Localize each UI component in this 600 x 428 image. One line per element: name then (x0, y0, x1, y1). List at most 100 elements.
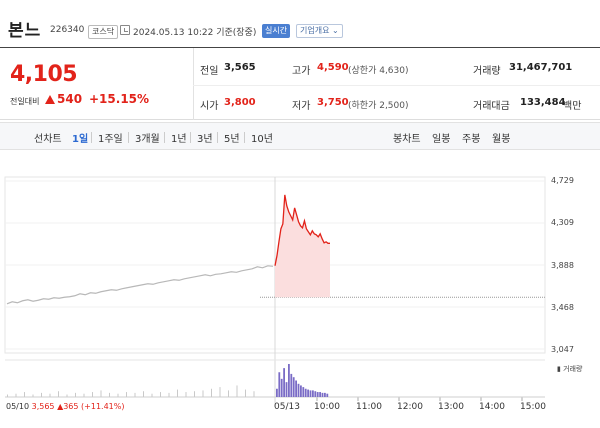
volume-bar (151, 393, 153, 397)
volume-bar (236, 385, 238, 397)
prev-day-info: 05/10 3,565 ▲365 (+11.41%) (6, 402, 124, 411)
volume-bar (307, 389, 309, 397)
volume-bar (58, 391, 59, 397)
tab-divider (164, 132, 165, 143)
volume-bar (160, 392, 161, 397)
high-label: 고가 (292, 66, 311, 77)
volume-bar (32, 394, 34, 397)
change-rate: +15.15% (89, 92, 150, 106)
volume-bar (211, 388, 212, 397)
volume-bar (288, 364, 290, 397)
volume-label: 거래량 (473, 66, 501, 77)
low-label: 저가 (292, 101, 311, 112)
tab-monthly-candle[interactable]: 월봉 (492, 134, 511, 145)
tab-daily-candle[interactable]: 일봉 (432, 134, 451, 145)
volume-bar (319, 392, 321, 397)
volume-bar (297, 383, 300, 397)
x-tick-label: 05/13 (274, 402, 300, 412)
volume-bar (312, 390, 314, 397)
realtime-button[interactable]: 실시간 (262, 24, 291, 38)
prev-label: 전일 (200, 66, 219, 77)
prev-day-change: ▲365 (57, 402, 79, 411)
tab-weekly-candle[interactable]: 주봉 (462, 134, 481, 145)
current-price: 4,105 (10, 62, 78, 87)
line-chart-label: 선차트 (34, 134, 62, 145)
volume-value: 31,467,701 (509, 62, 573, 73)
header-divider (0, 47, 600, 48)
x-tick-label: 12:00 (397, 402, 423, 412)
prev-day-date: 05/10 (6, 402, 30, 411)
volume-bar (278, 372, 281, 397)
prev-day-close: 3,565 (31, 402, 55, 411)
tab-divider (190, 132, 191, 143)
volume-bar (202, 390, 204, 397)
volume-legend-label: 거래량 (563, 365, 583, 373)
stock-name[interactable]: 본느 (8, 21, 42, 41)
volume-bar (168, 392, 170, 397)
volume-bar (276, 388, 278, 397)
amount-unit: 백만 (563, 101, 582, 112)
today-area-fill (275, 194, 330, 298)
volume-bar (326, 393, 329, 397)
volume-bar (117, 393, 119, 397)
tab-divider (244, 132, 245, 143)
volume-bar (219, 387, 221, 397)
volume-bar (302, 387, 305, 397)
price-chart[interactable]: 4,729 4,309 3,888 3,468 3,047 ▮ 거래량 05/1… (0, 172, 600, 428)
volume-legend: ▮ 거래량 (557, 365, 583, 373)
upper-limit: (상한가 4,630) (348, 66, 409, 76)
high-value: 4,590 (317, 62, 349, 73)
tab-10y[interactable]: 10년 (251, 134, 273, 145)
clock-icon (120, 25, 130, 35)
y-tick-label: 3,047 (551, 345, 574, 354)
volume-bar (290, 373, 293, 397)
volume-bar (185, 392, 187, 397)
low-value: 3,750 (317, 97, 349, 108)
tab-divider (128, 132, 129, 143)
change-label: 전일대비 (10, 97, 40, 106)
volume-bar (316, 392, 319, 397)
amount-value: 133,484 (520, 97, 566, 108)
tab-3m[interactable]: 3개월 (135, 134, 160, 145)
x-tick-label: 13:00 (438, 402, 464, 412)
volume-bar (177, 389, 178, 397)
x-tick-label: 15:00 (520, 402, 546, 412)
market-badge: 코스닥 (88, 25, 119, 39)
tab-1w[interactable]: 1주일 (98, 134, 123, 145)
volume-bar (245, 389, 246, 397)
up-triangle-icon (45, 95, 55, 104)
tab-1d[interactable]: 1일 (72, 134, 89, 145)
lower-limit: (하한가 2,500) (348, 101, 409, 111)
candle-chart-label: 봉차트 (393, 134, 421, 145)
tab-5y[interactable]: 5년 (224, 134, 240, 145)
y-tick-label: 3,888 (551, 261, 574, 270)
y-tick-label: 3,468 (551, 303, 574, 312)
volume-bar (280, 378, 283, 397)
volume-bar (321, 392, 324, 397)
open-value: 3,800 (224, 97, 256, 108)
volume-bar (24, 392, 25, 397)
company-overview-button[interactable]: 기업개요 ⌄ (296, 24, 343, 38)
prev-day-rate: (+11.41%) (81, 402, 125, 411)
datetime-text: 2024.05.13 10:22 기준(장중) (133, 28, 257, 38)
volume-bar (314, 391, 317, 397)
volume-bar (295, 380, 297, 397)
volume-bar (75, 392, 76, 397)
volume-bar (66, 394, 68, 397)
tab-divider (91, 132, 92, 143)
volume-bar (100, 390, 102, 397)
volume-bar (283, 368, 285, 397)
price-panel: 4,105 전일대비 540 +15.15% 전일 3,565 고가 4,590… (0, 48, 600, 120)
today-price-line (274, 194, 330, 266)
y-tick-label: 4,309 (551, 218, 574, 227)
tab-1y[interactable]: 1년 (171, 134, 187, 145)
volume-bar (292, 377, 295, 397)
volume-bar (300, 385, 302, 397)
volume-bar (83, 393, 85, 397)
prev-value: 3,565 (224, 62, 256, 73)
tab-3y[interactable]: 3년 (197, 134, 213, 145)
volume-bar (309, 390, 312, 397)
header: 본느 226340 코스닥 2024.05.13 10:22 기준(장중) 실시… (0, 0, 600, 48)
y-tick-label: 4,729 (551, 176, 574, 185)
